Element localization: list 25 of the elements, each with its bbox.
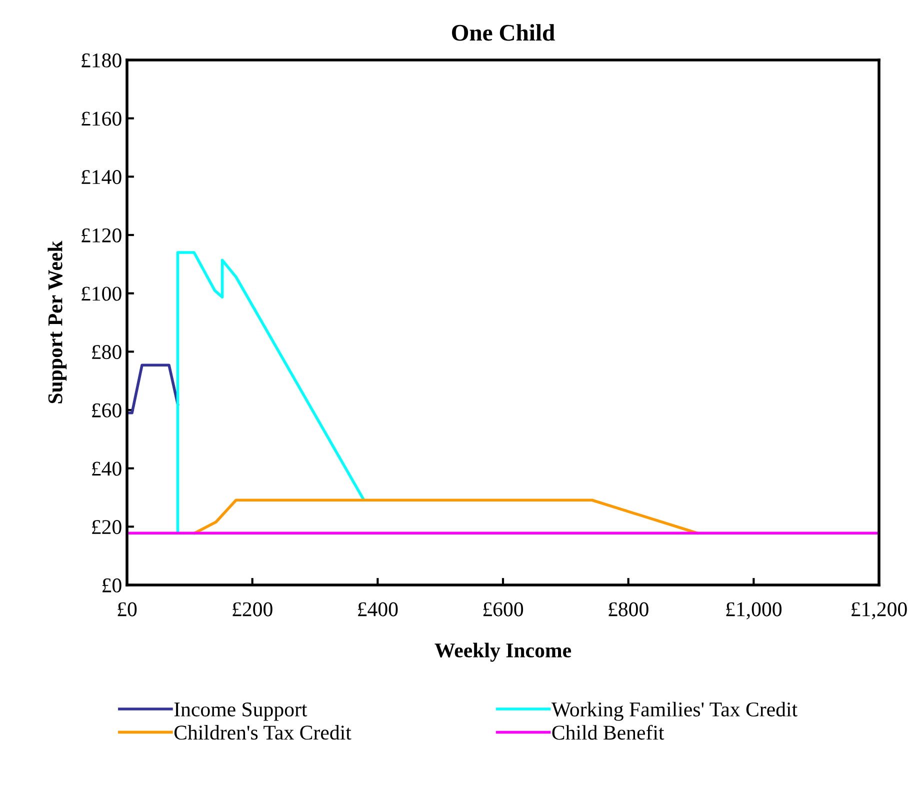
- x-tick-label: £1,000: [726, 602, 782, 620]
- y-tick-label: £100: [82, 286, 122, 301]
- y-tick-label: £20: [92, 520, 122, 534]
- x-tick-label: £1,200: [852, 602, 907, 620]
- legend-label: Working Families' Tax Credit: [551, 702, 798, 721]
- legend-label: Children's Tax Credit: [174, 725, 352, 740]
- y-tick-label: £0: [102, 578, 122, 592]
- y-tick-label: £80: [92, 345, 122, 360]
- y-axis-title: Support Per Week: [48, 240, 67, 404]
- y-tick-label: £60: [92, 403, 122, 418]
- chart-title: One Child: [452, 24, 555, 41]
- x-tick-label: £800: [608, 602, 648, 616]
- y-tick-label: £120: [82, 228, 122, 242]
- y-tick-label: £40: [92, 462, 122, 476]
- y-tick-label: £160: [82, 112, 122, 126]
- legend-label: Child Benefit: [552, 724, 664, 740]
- x-tick-label: £400: [358, 602, 398, 616]
- x-tick-label: £600: [483, 602, 524, 616]
- x-tick-label: £200: [232, 602, 272, 616]
- y-tick-label: £140: [82, 170, 122, 184]
- legend-label: Income Support: [174, 702, 308, 721]
- x-axis-title: Weekly Income: [434, 642, 572, 662]
- line-series: [176, 251, 365, 534]
- x-tick-label: £0: [118, 602, 137, 616]
- y-tick-label: £180: [82, 53, 122, 68]
